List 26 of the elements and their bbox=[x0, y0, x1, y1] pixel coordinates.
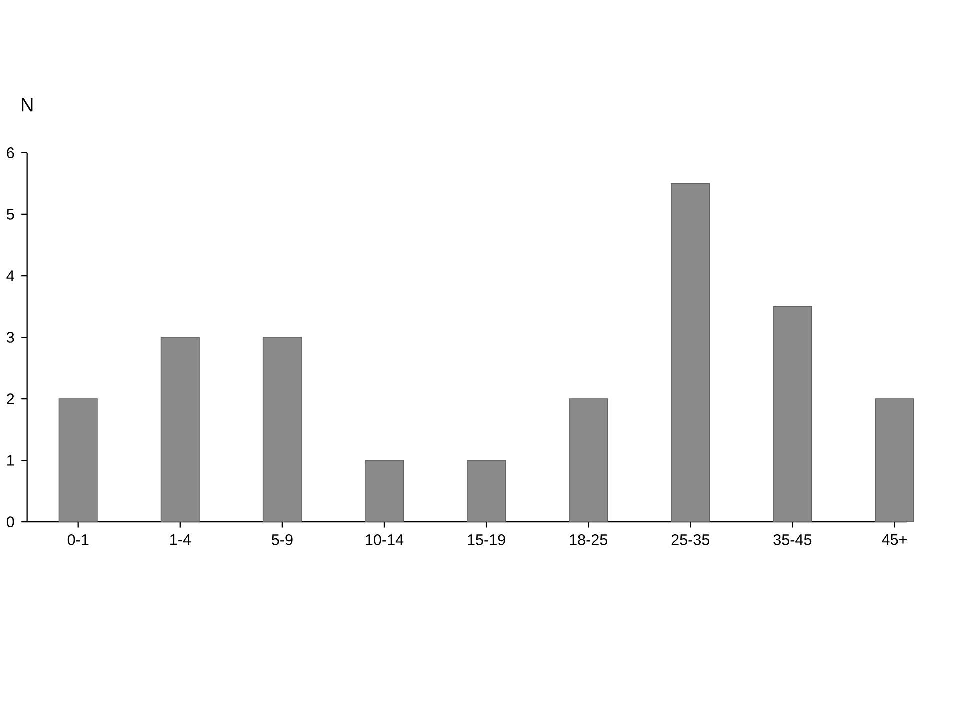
bar bbox=[671, 183, 710, 522]
bar bbox=[773, 306, 812, 522]
y-tick-label: 5 bbox=[6, 209, 14, 220]
bar bbox=[160, 337, 200, 522]
bar bbox=[58, 398, 98, 522]
x-tick-label: 0-1 bbox=[68, 534, 89, 546]
y-tick-label: 3 bbox=[6, 332, 14, 343]
bar bbox=[569, 398, 608, 522]
x-tick-label: 1-4 bbox=[170, 534, 192, 546]
x-tick-label: 15-19 bbox=[468, 534, 506, 546]
bar bbox=[262, 337, 302, 522]
y-tick-label: 2 bbox=[7, 394, 14, 404]
x-tick-label: 18-25 bbox=[570, 534, 608, 546]
y-tick-label: 1 bbox=[8, 455, 14, 466]
x-tick-label: 5-9 bbox=[272, 534, 293, 546]
y-tick-label: 6 bbox=[7, 148, 14, 158]
x-tick-label: 25-35 bbox=[672, 534, 710, 546]
bar bbox=[875, 398, 914, 522]
x-tick-label: 35-45 bbox=[774, 534, 812, 546]
x-tick-label: 45+ bbox=[882, 534, 907, 546]
x-tick-label: 10-14 bbox=[366, 534, 404, 546]
bar bbox=[467, 460, 506, 522]
y-tick-label: 4 bbox=[6, 270, 14, 282]
y-axis-title: N bbox=[22, 98, 33, 112]
bar bbox=[364, 460, 404, 522]
y-tick-label: 0 bbox=[6, 516, 14, 528]
